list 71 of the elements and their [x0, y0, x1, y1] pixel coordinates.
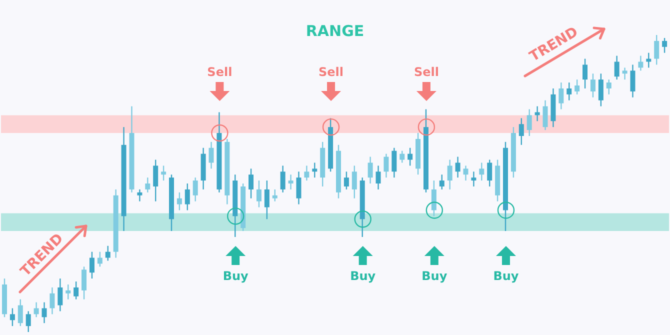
candlestick — [447, 159, 452, 190]
candlestick — [312, 162, 318, 178]
candlestick — [526, 108, 532, 137]
candlestick — [606, 78, 612, 95]
annotation: Buy — [422, 269, 448, 283]
candlestick — [630, 64, 636, 98]
candlestick — [590, 73, 596, 98]
candlestick — [439, 174, 444, 190]
candlestick — [153, 159, 158, 202]
candlestick — [296, 171, 302, 205]
chart-title: RANGE — [306, 22, 364, 40]
candlestick — [662, 37, 668, 54]
candlestick — [10, 308, 15, 327]
annotation: Sell — [318, 65, 344, 79]
candlestick — [58, 278, 63, 312]
candlestick — [74, 280, 79, 300]
candlestick — [18, 298, 23, 327]
candlestick — [368, 156, 373, 184]
annotation: Buy — [350, 269, 376, 283]
candlestick — [471, 171, 476, 188]
candlestick — [105, 245, 110, 262]
candlestick — [34, 302, 39, 318]
candlestick — [288, 174, 294, 190]
candlestick — [622, 67, 628, 80]
candlestick — [614, 55, 620, 80]
candlestick — [256, 180, 262, 208]
candlestick — [392, 147, 397, 178]
candlestick — [518, 118, 524, 146]
candlestick — [352, 165, 357, 199]
candlestick — [654, 35, 660, 66]
candlestick — [400, 150, 405, 164]
candlestick — [208, 141, 214, 170]
annotation: Sell — [414, 65, 439, 79]
candlestick — [582, 58, 588, 90]
candlestick — [82, 266, 87, 300]
candlestick — [598, 73, 604, 107]
candlestick — [184, 182, 190, 211]
annotation: Buy — [222, 269, 249, 283]
candlestick — [574, 78, 580, 95]
candlestick — [42, 302, 47, 324]
candlestick — [566, 82, 572, 101]
candlestick — [558, 82, 564, 110]
candlestick — [344, 171, 349, 190]
candlestick — [145, 176, 150, 194]
annotation: Sell — [207, 65, 232, 79]
candlestick — [137, 188, 142, 202]
candlestick — [280, 165, 286, 194]
candlestick — [66, 284, 71, 300]
candlestick — [97, 251, 102, 268]
candlestick — [479, 162, 484, 182]
candlestick — [272, 188, 278, 202]
candlestick — [431, 180, 436, 217]
candlestick — [463, 165, 468, 182]
candlestick — [455, 156, 460, 178]
candlestick — [534, 106, 540, 122]
candlestick — [542, 100, 548, 131]
candlestick — [638, 55, 644, 72]
candlestick — [487, 159, 492, 188]
candlestick — [408, 147, 413, 166]
annotation: Buy — [493, 269, 519, 283]
candlestick — [384, 153, 389, 178]
candlestick — [304, 165, 310, 182]
candlestick — [89, 251, 94, 280]
candlestick — [50, 286, 55, 315]
candlestick — [248, 168, 254, 199]
candlestick — [376, 165, 381, 190]
candlestick — [192, 176, 198, 202]
candlestick — [264, 180, 270, 220]
candlestick — [176, 192, 182, 211]
candlestick — [161, 165, 166, 182]
candlestick — [26, 310, 31, 332]
